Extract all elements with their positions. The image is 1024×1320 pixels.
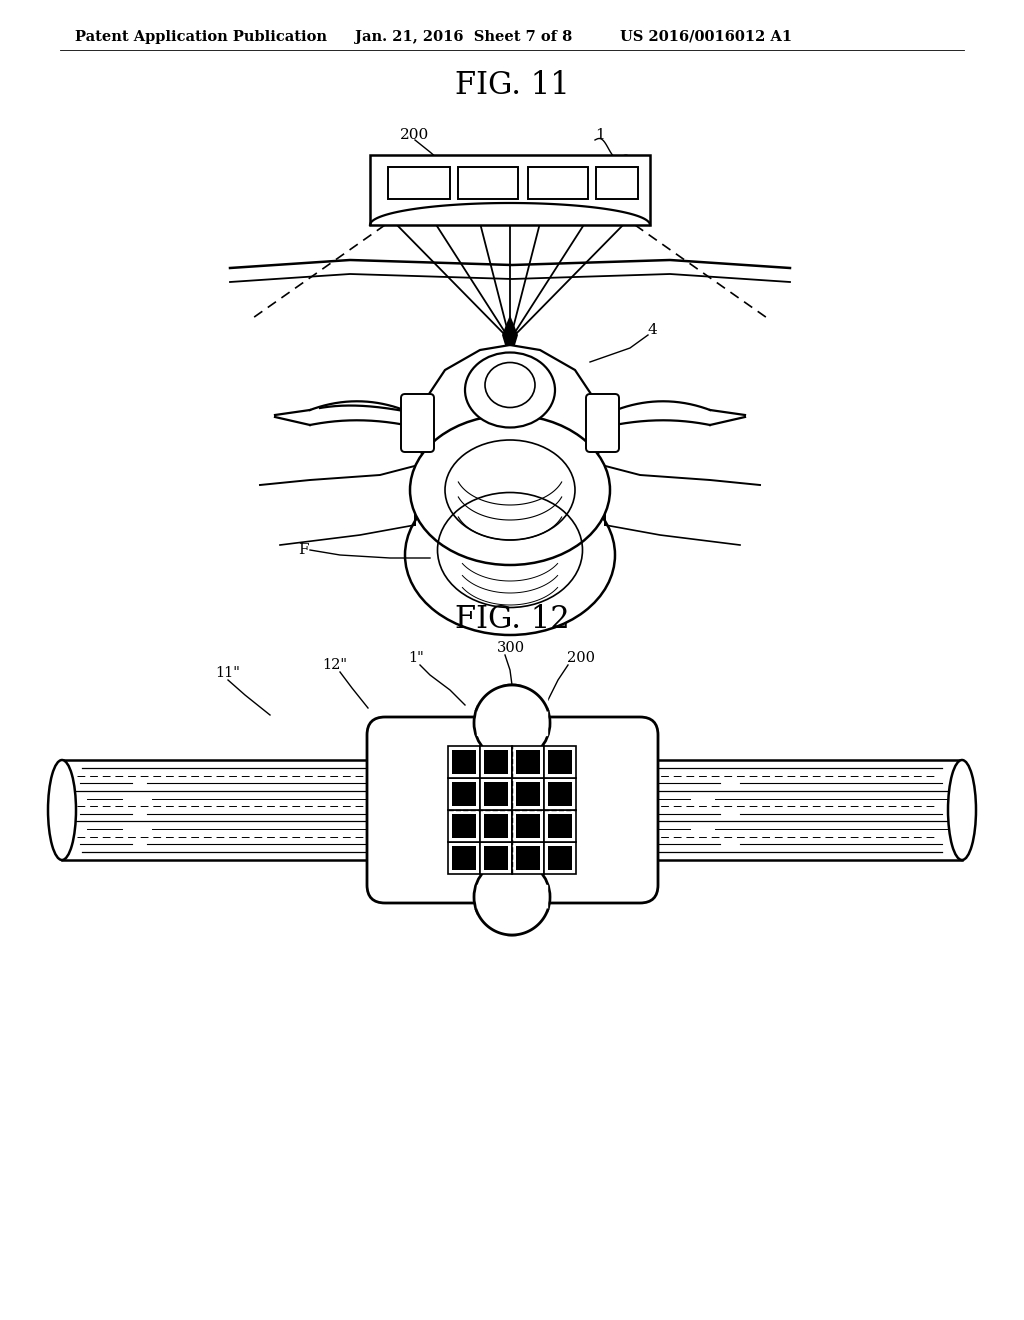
Bar (516, 750, 540, 774)
Text: 1": 1" (409, 651, 424, 665)
Bar (512, 777, 544, 810)
Text: Patent Application Publication: Patent Application Publication (75, 30, 327, 44)
Bar (548, 814, 572, 838)
Ellipse shape (465, 352, 555, 428)
Bar (449, 810, 480, 842)
Ellipse shape (948, 760, 976, 861)
Ellipse shape (48, 760, 76, 861)
Bar (640, 760, 962, 861)
Bar (484, 781, 508, 807)
Text: 200: 200 (567, 651, 595, 665)
Bar (452, 750, 476, 774)
Bar (484, 846, 508, 870)
Bar (452, 846, 476, 870)
Circle shape (474, 859, 550, 935)
Text: 11": 11" (216, 667, 241, 680)
Text: 4: 4 (648, 323, 657, 337)
Bar (548, 750, 572, 774)
Bar (452, 781, 476, 807)
Bar (370, 154, 650, 224)
Text: 1: 1 (595, 128, 605, 143)
FancyBboxPatch shape (586, 393, 618, 451)
Bar (516, 814, 540, 838)
Circle shape (474, 685, 550, 762)
Bar (484, 814, 508, 838)
Text: 200: 200 (400, 128, 429, 143)
Bar (512, 746, 544, 777)
Bar (449, 746, 480, 777)
Bar (548, 846, 572, 870)
Bar (512, 810, 544, 842)
Bar (452, 814, 476, 838)
Bar (449, 777, 480, 810)
FancyBboxPatch shape (401, 393, 434, 451)
Text: F: F (298, 543, 308, 557)
Bar (548, 781, 572, 807)
Bar (528, 168, 588, 199)
Bar (544, 842, 575, 874)
Bar (480, 810, 512, 842)
Bar (512, 842, 544, 874)
Polygon shape (477, 685, 547, 735)
Bar (596, 168, 638, 199)
Bar (458, 168, 518, 199)
FancyBboxPatch shape (367, 717, 658, 903)
Bar (388, 168, 450, 199)
Bar (544, 777, 575, 810)
Polygon shape (477, 884, 547, 935)
Ellipse shape (406, 475, 615, 635)
Text: 300: 300 (497, 642, 525, 655)
Text: Jan. 21, 2016  Sheet 7 of 8: Jan. 21, 2016 Sheet 7 of 8 (355, 30, 572, 44)
Polygon shape (502, 315, 518, 345)
Text: 12": 12" (323, 657, 347, 672)
Bar (516, 781, 540, 807)
Ellipse shape (485, 363, 535, 408)
Text: FIG. 11: FIG. 11 (455, 70, 569, 100)
Text: FIG. 12: FIG. 12 (455, 605, 569, 635)
Bar (516, 846, 540, 870)
Bar (480, 842, 512, 874)
Bar (484, 750, 508, 774)
Bar (544, 746, 575, 777)
Bar (62, 760, 385, 861)
Bar (480, 746, 512, 777)
Text: US 2016/0016012 A1: US 2016/0016012 A1 (620, 30, 793, 44)
Ellipse shape (410, 414, 610, 565)
Bar (480, 777, 512, 810)
Bar (449, 842, 480, 874)
Bar (544, 810, 575, 842)
